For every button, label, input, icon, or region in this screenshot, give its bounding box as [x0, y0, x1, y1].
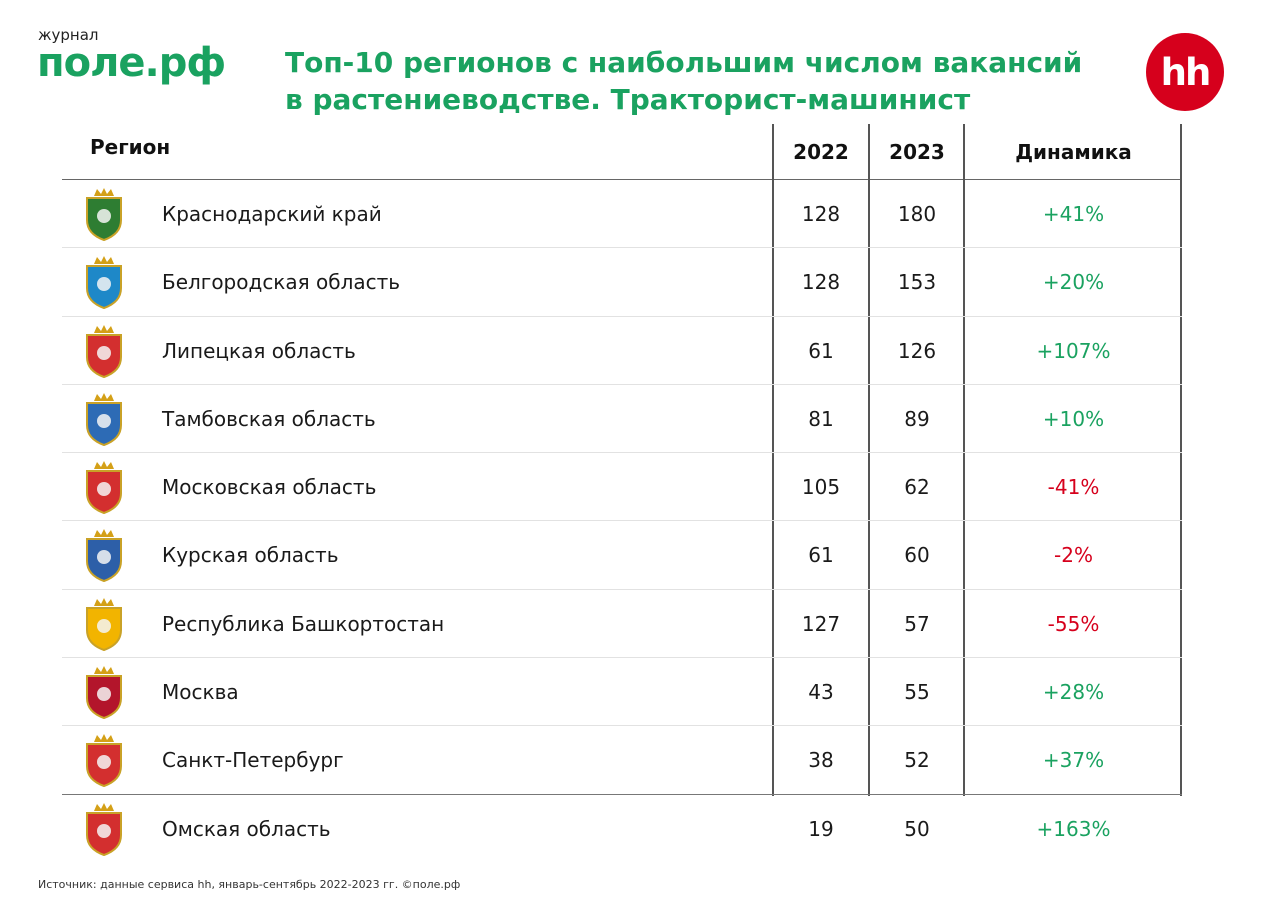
value-2022: 81: [808, 406, 834, 431]
table-row: Тамбовская область 81 89 +10%: [62, 385, 1182, 454]
dynamics-value: +107%: [1036, 338, 1111, 363]
region-name: Москва: [162, 680, 239, 705]
column-header-2022: 2022: [793, 140, 849, 164]
value-2023: 60: [904, 543, 930, 568]
source-note: Источник: данные сервиса hh, январь-сент…: [38, 878, 461, 891]
dynamics-value: -55%: [1047, 611, 1100, 636]
value-2023: 57: [904, 611, 930, 636]
dynamics-value: +28%: [1042, 680, 1105, 705]
brand-logo: поле.рф: [37, 40, 226, 86]
value-2023: 52: [904, 748, 930, 773]
dynamics-value: +41%: [1042, 202, 1105, 226]
value-2022: 38: [808, 748, 834, 773]
saint-petersburg-crest-icon: [86, 734, 122, 788]
dynamics-value: -2%: [1054, 543, 1093, 568]
region-name: Московская область: [162, 475, 377, 500]
column-divider: [772, 124, 774, 796]
column-header-2023: 2023: [889, 140, 945, 164]
moscow-oblast-crest-icon: [86, 461, 122, 515]
region-name: Белгородская область: [162, 270, 401, 295]
table-row: Липецкая область 61 126 +107%: [62, 317, 1182, 385]
value-2022: 128: [801, 202, 841, 226]
value-2023: 180: [897, 202, 937, 226]
region-name: Краснодарский край: [162, 202, 382, 226]
table-row: Московская область 105 62 -41%: [62, 453, 1182, 522]
column-header-region: Регион: [90, 135, 171, 159]
value-2023: 153: [897, 270, 937, 295]
table-row: Москва 43 55 +28%: [62, 658, 1182, 727]
region-name: Тамбовская область: [162, 406, 376, 431]
brand-caption: журнал: [38, 26, 99, 44]
value-2023: 50: [904, 816, 930, 841]
table-row: Республика Башкортостан 127 57 -55%: [62, 590, 1182, 659]
hh-logo: hh: [1146, 33, 1224, 111]
table-row: Санкт-Петербург 38 52 +37%: [62, 726, 1182, 795]
value-2022: 61: [808, 338, 834, 363]
chart-title-line2: в растениеводстве. Тракторист-машинист: [285, 83, 971, 116]
dynamics-value: +20%: [1042, 270, 1105, 295]
table-row: Белгородская область 128 153 +20%: [62, 248, 1182, 317]
dynamics-value: +163%: [1036, 816, 1111, 841]
value-2022: 105: [801, 475, 841, 500]
column-divider: [868, 124, 870, 796]
krasnodar-crest-icon: [86, 188, 122, 242]
region-name: Санкт-Петербург: [162, 748, 344, 773]
table-row: Курская область 61 60 -2%: [62, 521, 1182, 590]
table-row: Краснодарский край 128 180 +41%: [62, 180, 1182, 249]
moscow-crest-icon: [86, 666, 122, 720]
table-body: Краснодарский край 128 180 +41% Белгородская…: [62, 180, 1182, 863]
kursk-crest-icon: [86, 529, 122, 583]
value-2022: 61: [808, 543, 834, 568]
value-2023: 126: [897, 338, 937, 363]
table-row: Омская область 19 50 +163%: [62, 795, 1182, 863]
region-name: Омская область: [162, 816, 331, 841]
value-2023: 89: [904, 406, 930, 431]
dynamics-value: +10%: [1042, 406, 1105, 431]
omsk-crest-icon: [86, 802, 122, 856]
column-divider: [1180, 124, 1182, 796]
value-2022: 19: [808, 816, 834, 841]
dynamics-value: -41%: [1047, 475, 1100, 500]
value-2022: 43: [808, 680, 834, 705]
chart-title-line1: Топ-10 регионов с наибольшим числом вака…: [285, 46, 1083, 79]
region-name: Липецкая область: [162, 338, 356, 363]
column-divider: [963, 124, 965, 796]
value-2023: 55: [904, 680, 930, 705]
value-2022: 128: [801, 270, 841, 295]
dynamics-value: +37%: [1042, 748, 1105, 773]
tambov-crest-icon: [86, 392, 122, 446]
region-name: Курская область: [162, 543, 339, 568]
chart-title: Топ-10 регионов с наибольшим числом вака…: [285, 44, 1105, 118]
column-header-dynamics: Динамика: [1015, 140, 1132, 164]
table-header: Регион 2022 2023 Динамика: [62, 124, 1182, 180]
belgorod-crest-icon: [86, 256, 122, 310]
lipetsk-crest-icon: [86, 324, 122, 378]
bashkortostan-emblem-icon: [86, 597, 122, 651]
region-name: Республика Башкортостан: [162, 611, 445, 636]
value-2022: 127: [801, 611, 841, 636]
value-2023: 62: [904, 475, 930, 500]
